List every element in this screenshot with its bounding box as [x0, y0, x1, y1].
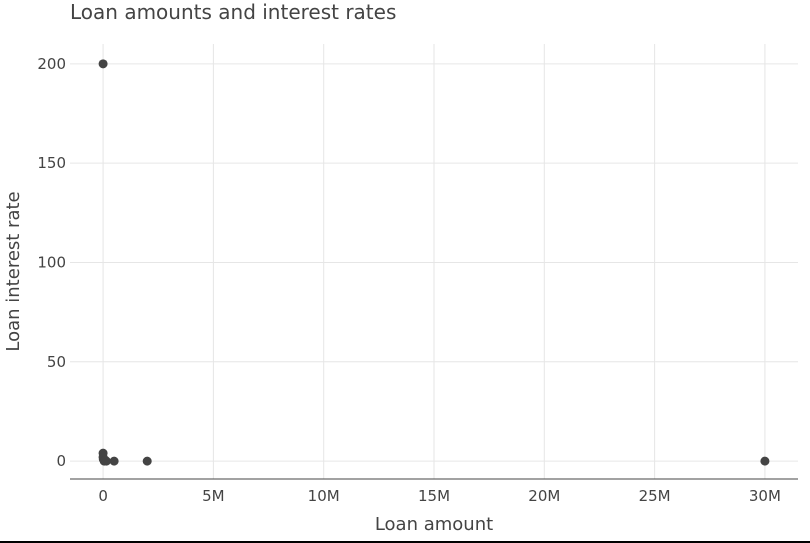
x-tick-label: 20M	[528, 487, 560, 505]
y-tick-label: 200	[37, 55, 66, 73]
data-point	[760, 456, 770, 466]
data-point	[142, 456, 152, 466]
y-tick-label: 150	[37, 154, 66, 172]
x-tick-label: 30M	[749, 487, 781, 505]
data-point	[101, 456, 111, 466]
x-tick-label: 5M	[202, 487, 225, 505]
x-tick-label: 15M	[418, 487, 450, 505]
x-tick-label: 10M	[308, 487, 340, 505]
chart-title: Loan amounts and interest rates	[70, 0, 397, 24]
y-tick-label: 100	[37, 253, 66, 271]
x-tick-label: 25M	[639, 487, 671, 505]
x-tick-label: 0	[98, 487, 108, 505]
data-point	[109, 456, 119, 466]
y-tick-label: 50	[47, 353, 66, 371]
x-axis-title: Loan amount	[375, 514, 493, 535]
y-tick-label: 0	[56, 452, 66, 470]
data-point	[98, 59, 108, 69]
y-axis-title: Loan interest rate	[3, 191, 24, 351]
